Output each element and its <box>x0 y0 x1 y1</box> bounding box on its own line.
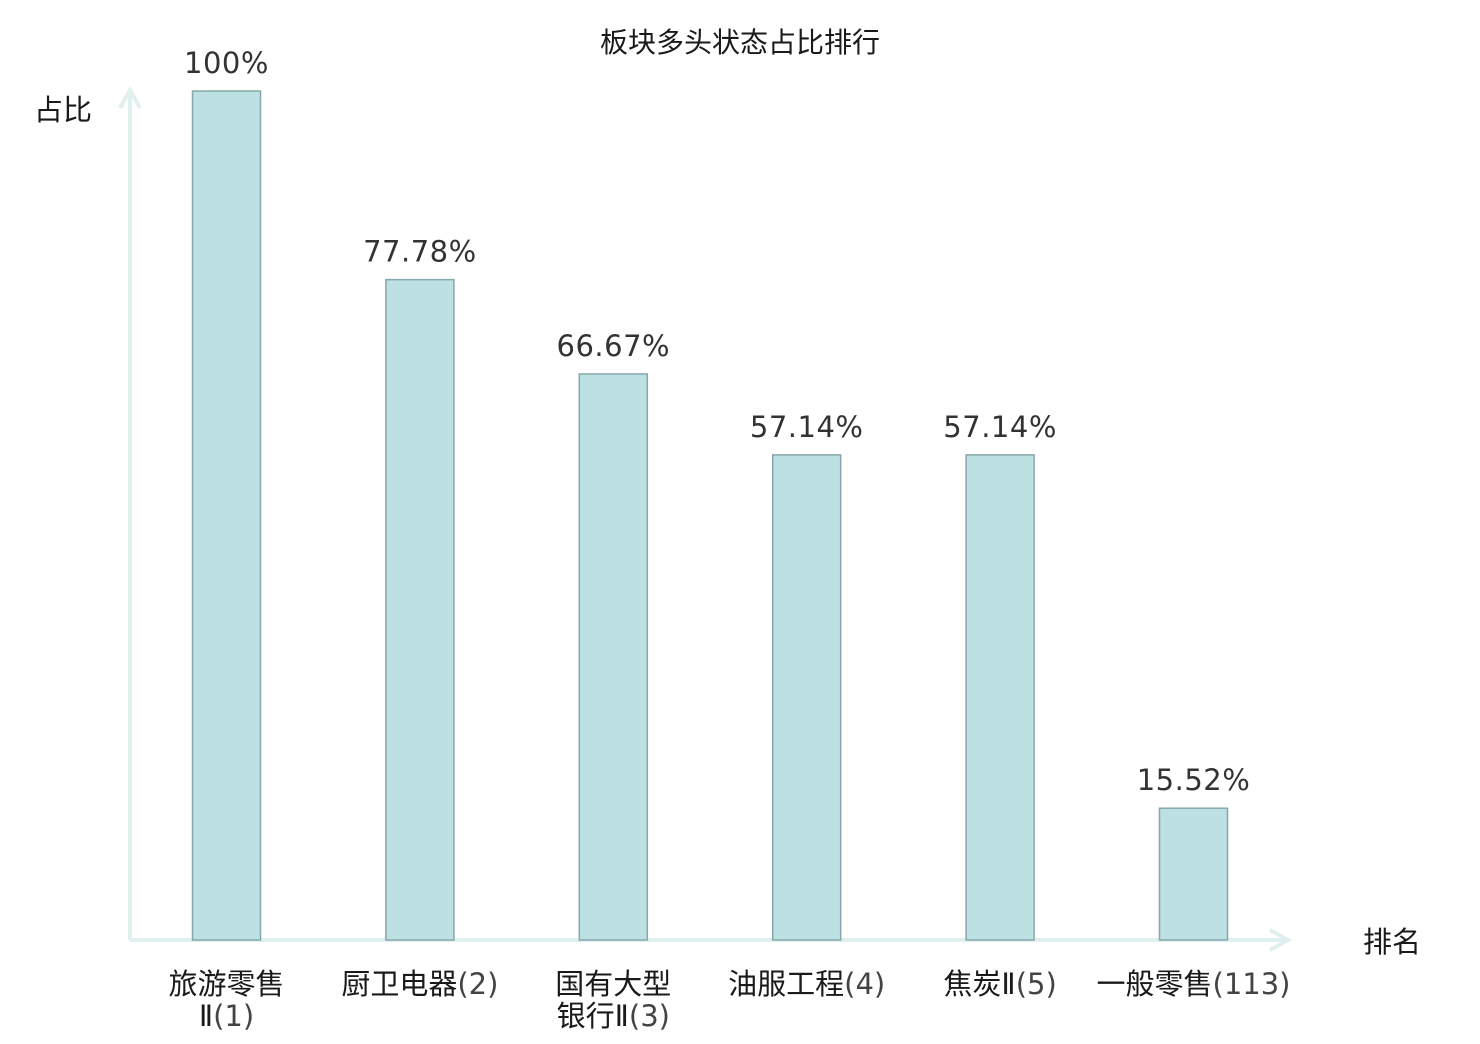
bar <box>1158 807 1229 941</box>
category-rank: (5) <box>1016 967 1057 1001</box>
category-name: 银行Ⅱ <box>557 999 629 1033</box>
value-labels: 100% 77.78% 66.67% 57.14% 57.14% 15.52% <box>184 46 1250 797</box>
axes <box>118 85 1293 952</box>
value-label: 100% <box>184 46 269 80</box>
category-label: 焦炭Ⅱ(5) <box>943 967 1056 1001</box>
value-label: 66.67% <box>557 329 671 363</box>
category-labels: 旅游零售 Ⅱ(1) 厨卫电器(2) 国有大型银行Ⅱ(3) 油服工程(4) 焦炭Ⅱ(5) 一般… <box>168 967 1290 1033</box>
category-name: 旅游零售 <box>168 967 284 1001</box>
value-label: 57.14% <box>943 410 1057 444</box>
bar <box>385 278 455 941</box>
category-name: 油服工程 <box>728 967 844 1001</box>
category-label: 厨卫电器(2) <box>341 967 498 1001</box>
category-name: Ⅱ <box>199 999 213 1033</box>
category-rank: (4) <box>844 967 885 1001</box>
y-axis-arrow <box>118 85 142 109</box>
category-rank: (2) <box>457 967 498 1001</box>
bars <box>191 90 1229 941</box>
x-axis-arrow <box>1269 928 1293 952</box>
category-name: 厨卫电器 <box>341 967 457 1001</box>
category-label: 旅游零售 Ⅱ(1) <box>168 967 284 1033</box>
category-label: 国有大型银行Ⅱ(3) <box>555 967 671 1033</box>
category-name: 国有大型 <box>555 967 671 1001</box>
value-label: 57.14% <box>750 410 864 444</box>
x-axis-label: 排名 <box>1363 925 1421 959</box>
bar <box>191 90 262 941</box>
y-axis-label: 占比 <box>34 93 92 127</box>
chart-title: 板块多头状态占比排行 <box>600 26 880 59</box>
value-label: 15.52% <box>1137 763 1251 797</box>
bar <box>965 454 1035 941</box>
bar <box>578 373 649 941</box>
category-name: 焦炭Ⅱ <box>943 967 1015 1001</box>
category-rank: (113) <box>1213 967 1291 1001</box>
bar <box>771 454 842 941</box>
category-name: 一般零售 <box>1097 967 1213 1001</box>
value-label: 77.78% <box>363 235 477 269</box>
category-rank: (1) <box>213 999 254 1033</box>
category-label: 油服工程(4) <box>728 967 885 1001</box>
category-label: 一般零售(113) <box>1097 967 1291 1001</box>
category-rank: (3) <box>629 999 670 1033</box>
